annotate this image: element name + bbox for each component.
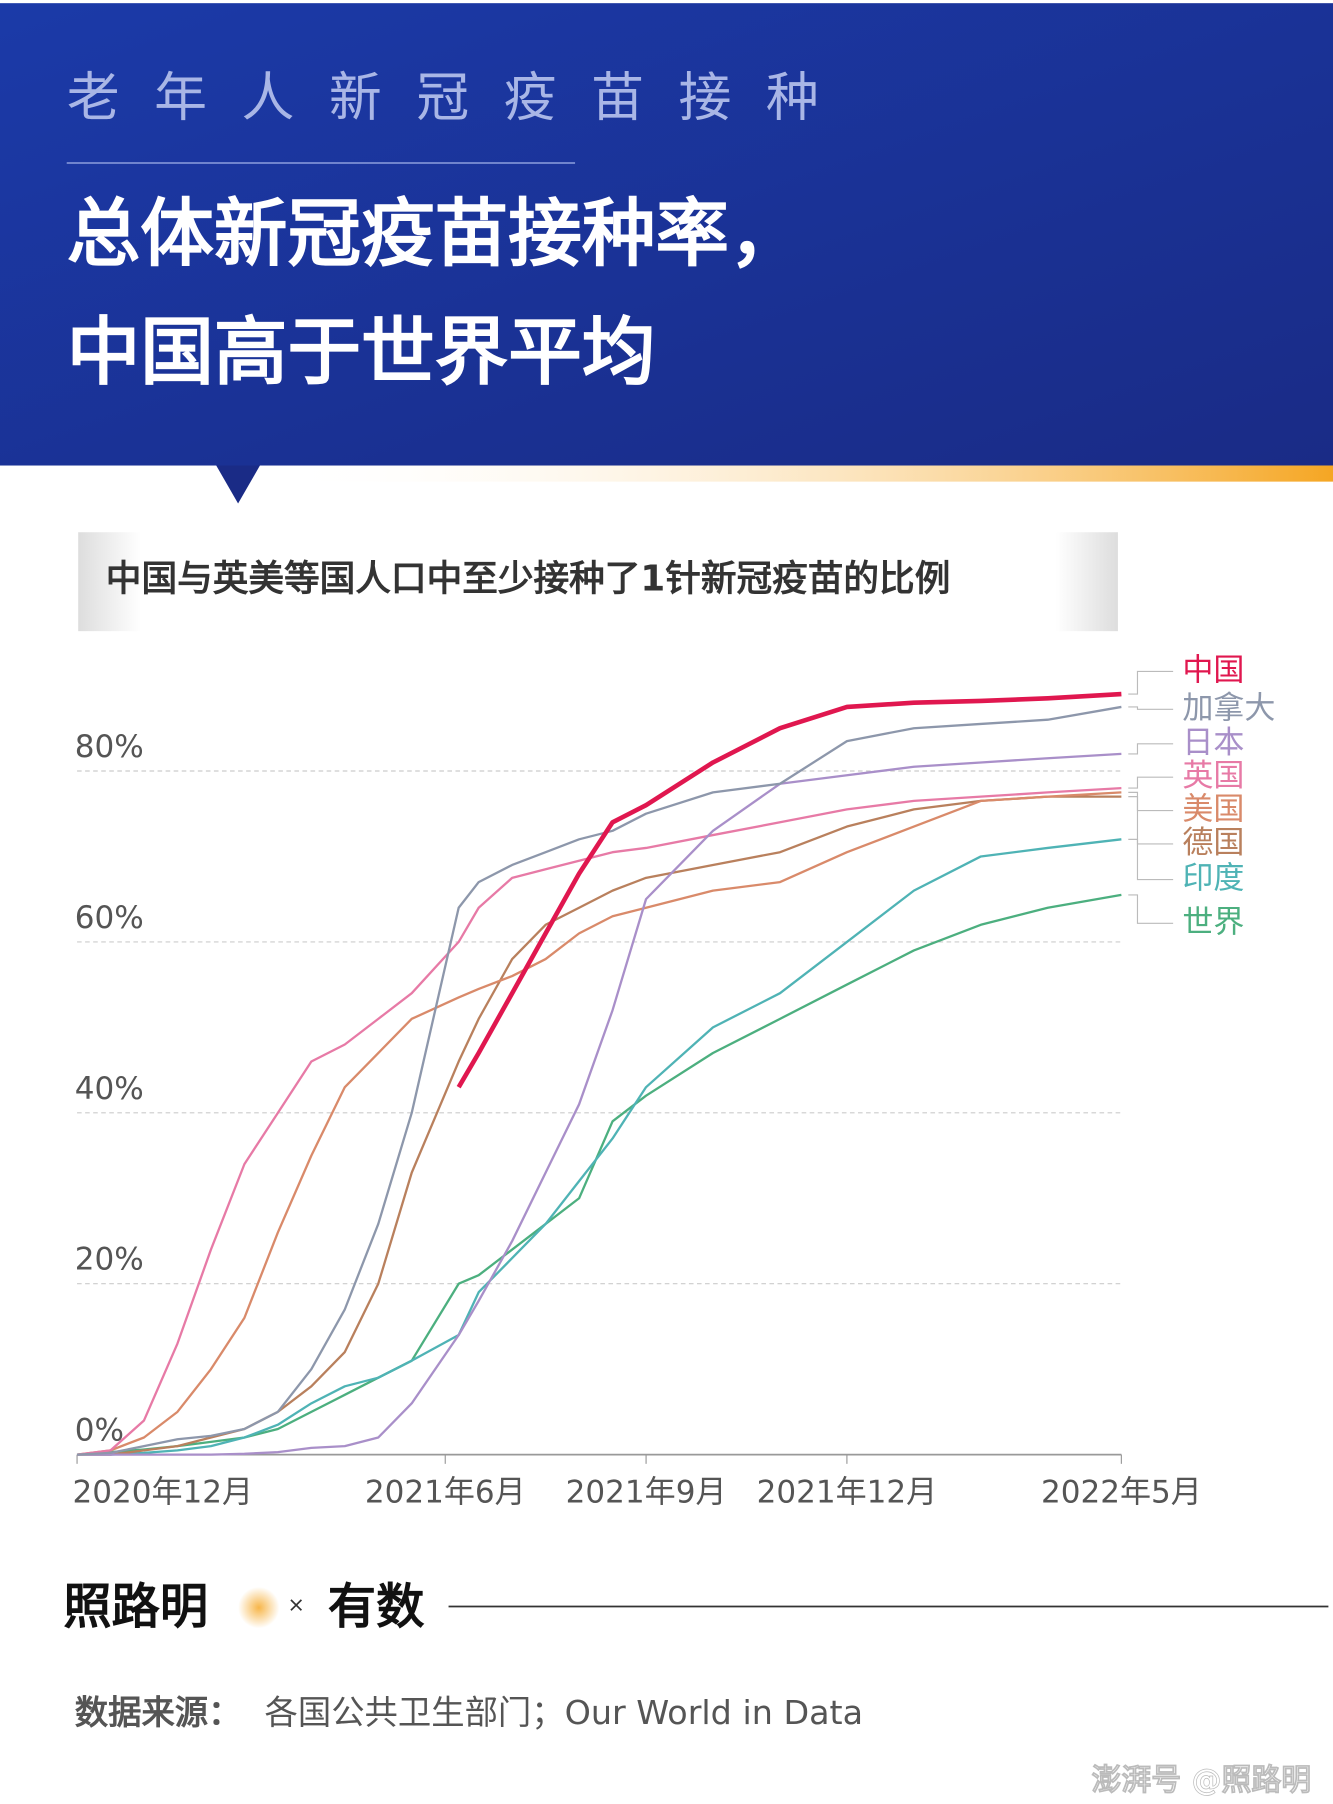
legend-label: 美国 bbox=[1182, 792, 1244, 828]
series-line bbox=[76, 893, 1122, 1456]
source-text: 各国公共卫生部门；Our World in Data bbox=[265, 1693, 864, 1732]
series-line bbox=[77, 752, 1122, 1456]
leader-line bbox=[1128, 791, 1174, 812]
series-line bbox=[76, 786, 1122, 1456]
chart-title: 中国与英美等国人口中至少接种了1针新冠疫苗的比例 bbox=[106, 559, 951, 600]
kicker: 老年人新冠疫苗接种 bbox=[67, 68, 854, 129]
series-line bbox=[77, 838, 1122, 1456]
leader-line bbox=[1128, 838, 1174, 881]
series-line bbox=[77, 795, 1122, 1456]
y-tick-label: 60% bbox=[75, 900, 144, 936]
title-line: 总体新冠疫苗接种率， bbox=[67, 192, 803, 277]
legend-label: 德国 bbox=[1182, 825, 1244, 861]
leader-line bbox=[1128, 706, 1174, 710]
y-tick-label: 0% bbox=[75, 1413, 124, 1449]
legend-label: 世界 bbox=[1182, 904, 1244, 940]
accent-bar bbox=[276, 465, 1333, 482]
title-line: 中国高于世界平均 bbox=[67, 310, 656, 395]
series-line bbox=[456, 691, 1122, 1089]
header-band bbox=[0, 3, 1333, 466]
watermark: 澎湃号 @照路明 bbox=[1092, 1763, 1312, 1798]
x-tick-label: 2021年6月 bbox=[365, 1475, 526, 1511]
x-tick-label: 2020年12月 bbox=[72, 1475, 253, 1511]
series-line bbox=[76, 705, 1122, 1456]
leader-line bbox=[1128, 670, 1174, 695]
plot: 0% 20% 40% 60% 80% 2020年12月 2021年6月 2021年9月 2021… bbox=[72, 652, 1275, 1510]
leader-line bbox=[1128, 776, 1174, 789]
separator: × bbox=[288, 1592, 305, 1616]
legend-label: 加拿大 bbox=[1182, 690, 1275, 726]
leader-line bbox=[1128, 894, 1174, 924]
x-tick-label: 2021年12月 bbox=[757, 1475, 938, 1511]
brand: 照路明 bbox=[63, 1579, 208, 1635]
x-tick-label: 2022年5月 bbox=[1041, 1475, 1202, 1511]
y-tick-label: 20% bbox=[75, 1242, 144, 1278]
source-label: 数据来源： bbox=[75, 1693, 242, 1732]
legend-label: 日本 bbox=[1182, 725, 1244, 761]
pointer bbox=[216, 465, 260, 504]
x-tick-label: 2021年9月 bbox=[566, 1475, 727, 1511]
y-tick-label: 80% bbox=[75, 729, 144, 765]
series-line bbox=[76, 791, 1122, 1456]
leader-line bbox=[1128, 743, 1174, 755]
y-tick-label: 40% bbox=[75, 1071, 144, 1107]
partner: 有数 bbox=[328, 1579, 425, 1635]
leader-line bbox=[1128, 796, 1174, 845]
logo-sun bbox=[238, 1586, 280, 1629]
legend-label: 英国 bbox=[1182, 758, 1244, 794]
legend-label: 印度 bbox=[1182, 861, 1244, 897]
legend-label: 中国 bbox=[1182, 652, 1244, 688]
chart-title-box bbox=[78, 532, 1118, 632]
